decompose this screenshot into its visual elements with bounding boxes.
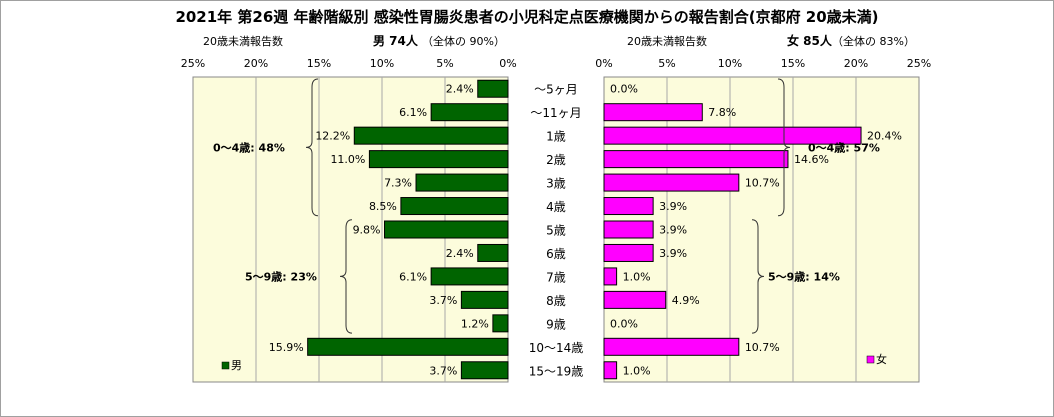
female-subtitle-label: 20歳未満報告数 [627,35,707,48]
male-bar [384,220,509,239]
female-x-tick-label: 10% [718,57,742,70]
category-label: 4歳 [546,200,566,214]
category-label: 2歳 [546,153,566,167]
male-value-label: 2.4% [446,83,474,96]
male-bar [492,314,509,333]
female-bar [603,337,740,356]
female-subtitle-count: 女 85人 [787,33,833,48]
category-label: 5歳 [546,224,566,238]
female-value-label: 4.9% [672,294,700,307]
male-value-label: 1.2% [461,317,489,330]
male-x-tick-label: 20% [244,57,268,70]
female-bar [603,361,618,380]
female-group-bracket [751,219,765,334]
male-x-tick-label: 0% [499,57,516,70]
male-value-label: 2.4% [446,247,474,260]
female-value-label: 1.0% [623,364,651,377]
female-bar [603,103,703,122]
female-bar [603,197,654,216]
category-label: 6歳 [546,247,566,261]
category-label: 15～19歳 [529,364,584,378]
female-group-label: 0～4歳: 57% [808,140,880,154]
chart-title: 2021年 第26週 年齢階級別 感染性胃腸炎患者の小児科定点医療機関からの報告… [175,8,878,26]
female-bar [603,267,618,286]
female-bar [603,173,740,192]
male-x-tick-label: 25% [181,57,205,70]
female-x-tick-label: 5% [658,57,675,70]
male-bar [477,243,509,262]
female-value-label: 1.0% [623,270,651,283]
female-value-label: 3.9% [659,247,687,260]
female-subtitle-share: （全体の 83%） [832,34,915,48]
male-group-bracket [339,219,353,334]
female-bar [603,126,862,145]
female-x-tick-label: 15% [781,57,805,70]
male-x-tick-label: 5% [436,57,453,70]
male-value-label: 6.1% [399,106,427,119]
category-label: 8歳 [546,294,566,308]
female-legend-swatch [866,355,875,364]
male-bar [430,103,509,122]
female-group-label: 5～9歳: 14% [768,269,840,283]
female-bar [603,243,654,262]
female-bar [603,150,789,169]
male-value-label: 6.1% [399,270,427,283]
male-group-bracket [305,78,319,217]
male-bar [400,197,509,216]
female-value-label: 20.4% [867,130,902,143]
category-label: 3歳 [546,177,566,191]
male-value-label: 3.7% [429,294,457,307]
male-legend-label: 男 [231,359,242,372]
female-value-label: 14.6% [794,153,829,166]
male-bar [415,173,509,192]
male-value-label: 12.2% [315,130,350,143]
female-value-label: 3.9% [659,224,687,237]
male-group-label: 0～4歳: 48% [213,140,285,154]
male-bar [307,337,509,356]
category-label: 10～14歳 [529,341,584,355]
male-bar [460,290,509,309]
male-bar [368,150,509,169]
male-value-label: 11.0% [330,153,365,166]
male-value-label: 9.8% [353,224,381,237]
female-value-label: 7.8% [708,106,736,119]
male-bar [460,361,509,380]
female-legend-label: 女 [876,352,887,366]
male-x-tick-label: 10% [370,57,394,70]
category-label: 9歳 [546,317,566,331]
category-label: ～5ヶ月 [534,83,578,97]
male-x-tick-label: 15% [307,57,331,70]
category-label: 7歳 [546,270,566,284]
female-value-label: 0.0% [610,317,638,330]
male-bar [353,126,509,145]
male-bar [477,79,509,98]
female-value-label: 10.7% [745,341,780,354]
male-subtitle-share: （全体の 90%） [422,34,505,48]
category-label: ～11ヶ月 [530,106,581,120]
male-group-label: 5～9歳: 23% [245,269,317,283]
male-subtitle-label: 20歳未満報告数 [203,35,283,48]
female-value-label: 0.0% [610,83,638,96]
female-x-tick-label: 0% [595,57,612,70]
male-value-label: 15.9% [269,341,304,354]
male-subtitle-count: 男 74人 [373,33,419,48]
female-x-tick-label: 25% [907,57,931,70]
female-value-label: 3.9% [659,200,687,213]
female-value-label: 10.7% [745,177,780,190]
female-bar [603,290,667,309]
female-x-tick-label: 20% [844,57,868,70]
male-value-label: 3.7% [429,364,457,377]
female-bar [603,220,654,239]
male-value-label: 8.5% [369,200,397,213]
male-value-label: 7.3% [384,177,412,190]
category-label: 1歳 [546,130,566,144]
male-legend-swatch [221,361,230,370]
male-bar [430,267,509,286]
female-group-bracket [777,78,791,217]
